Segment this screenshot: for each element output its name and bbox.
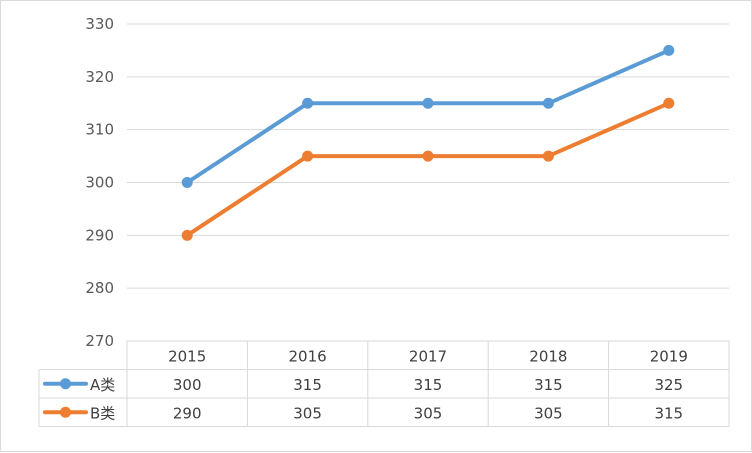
x-category-label: 2018 xyxy=(529,347,567,365)
y-tick-label: 320 xyxy=(85,68,114,86)
x-category-label: 2015 xyxy=(168,347,206,365)
legend-marker-2 xyxy=(60,406,71,418)
data-point xyxy=(663,44,675,56)
data-point xyxy=(302,97,314,109)
x-category-label: 2017 xyxy=(409,347,447,365)
data-point xyxy=(663,97,675,109)
data-table: 2015 2016 2017 2018 2019 A类 300 315 315 315 325 B类 2… xyxy=(38,340,730,427)
y-tick-label: 330 xyxy=(85,15,114,33)
table-cell-value: 290 xyxy=(173,404,202,422)
table-cell-value: 315 xyxy=(293,376,322,394)
table-cell-value: 305 xyxy=(414,404,443,422)
data-point xyxy=(542,150,554,162)
series-line-1 xyxy=(185,48,671,185)
legend-label-1: A类 xyxy=(90,376,115,394)
y-tick-label: 310 xyxy=(85,121,114,139)
x-category-label: 2019 xyxy=(650,347,688,365)
y-tick-label: 290 xyxy=(85,226,114,244)
y-axis-tick-labels: 270 280 290 300 310 320 330 xyxy=(85,15,114,350)
data-point xyxy=(181,177,193,188)
table-cell-value: 315 xyxy=(534,376,563,394)
legend-marker-1 xyxy=(60,378,71,390)
table-cell-value: 305 xyxy=(534,404,563,422)
y-tick-label: 300 xyxy=(85,174,114,192)
data-point xyxy=(422,97,434,109)
y-tick-label: 270 xyxy=(85,332,114,350)
data-point xyxy=(542,97,554,109)
y-tick-label: 280 xyxy=(85,279,114,297)
x-category-label: 2016 xyxy=(289,347,327,365)
table-cell-value: 305 xyxy=(293,404,322,422)
series-line-2 xyxy=(185,101,671,238)
data-point xyxy=(422,150,434,162)
data-point xyxy=(302,150,314,162)
table-cell-value: 315 xyxy=(414,376,443,394)
series-lines xyxy=(181,44,675,241)
data-point xyxy=(181,229,193,241)
legend-label-2: B类 xyxy=(90,404,115,422)
table-cell-value: 315 xyxy=(654,404,683,422)
gridlines xyxy=(127,23,729,289)
table-cell-value: 325 xyxy=(654,376,683,394)
table-cell-value: 300 xyxy=(173,376,202,394)
